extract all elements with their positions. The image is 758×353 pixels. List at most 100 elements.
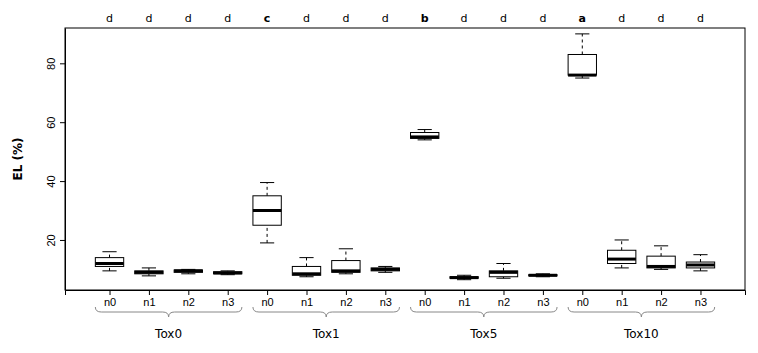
- box-plot: [489, 264, 517, 279]
- lower-cap: [260, 242, 274, 243]
- box: [332, 261, 360, 273]
- group-bracket: [253, 307, 400, 317]
- lower-cap: [142, 275, 156, 276]
- box-plot: [647, 246, 675, 270]
- median: [174, 269, 202, 272]
- x-tick: n3: [537, 290, 549, 308]
- x-tick-mark: [464, 290, 465, 295]
- median: [95, 262, 123, 265]
- group-label: Tox0: [154, 327, 182, 341]
- upper-cap: [221, 270, 235, 271]
- upper-cap: [102, 251, 116, 252]
- x-tick: n1: [616, 290, 628, 308]
- x-tick-label: n1: [301, 296, 313, 308]
- lower-cap: [181, 273, 195, 274]
- x-tick-mark: [228, 290, 229, 295]
- group-letter: d: [697, 12, 704, 25]
- box-plot: [253, 183, 281, 243]
- x-tick-label: n2: [340, 296, 352, 308]
- y-tick-mark: [60, 240, 65, 241]
- x-tick-mark: [425, 290, 426, 295]
- x-tick-label: n3: [380, 296, 392, 308]
- median: [135, 271, 163, 274]
- x-axis-line: [66, 291, 746, 296]
- group-letter: d: [539, 12, 546, 25]
- box: [450, 277, 478, 278]
- upper-cap: [418, 129, 432, 130]
- box-plot: [608, 240, 636, 268]
- median: [686, 263, 714, 266]
- median: [214, 271, 242, 274]
- chart: 20406080EL (%)n0n1n2n3n0n1n2n3n0n1n2n3n0…: [0, 0, 758, 353]
- lower-whisker: [621, 264, 622, 268]
- x-tick-label: n1: [143, 296, 155, 308]
- x-tick: n0: [261, 290, 273, 308]
- x-tick-label: n1: [616, 296, 628, 308]
- upper-cap: [496, 263, 510, 264]
- x-tick: n1: [143, 290, 155, 308]
- median: [489, 271, 517, 274]
- box-plot: [95, 252, 123, 271]
- group-letter: d: [618, 12, 625, 25]
- box: [686, 262, 714, 268]
- x-tick-label: n0: [419, 296, 431, 308]
- x-tick-mark: [661, 290, 662, 295]
- median: [608, 258, 636, 261]
- median: [647, 265, 675, 268]
- upper-whisker: [306, 258, 307, 267]
- x-tick: n0: [104, 290, 116, 308]
- y-axis-title: EL (%): [11, 137, 25, 180]
- x-tick-mark: [307, 290, 308, 295]
- y-axis: 20406080: [45, 29, 66, 291]
- median: [529, 274, 557, 277]
- x-tick: n2: [655, 290, 667, 308]
- x-tick: n2: [498, 290, 510, 308]
- y-tick-mark: [60, 122, 65, 123]
- group-letter: d: [106, 12, 113, 25]
- box: [174, 270, 202, 272]
- upper-whisker: [621, 240, 622, 250]
- median: [568, 74, 596, 77]
- lower-whisker: [109, 266, 110, 270]
- x-tick-mark: [700, 290, 701, 295]
- y-tick-label: 80: [45, 58, 57, 70]
- x-tick-label: n2: [498, 296, 510, 308]
- group-letter: d: [224, 12, 231, 25]
- y-tick: 80: [45, 58, 65, 70]
- group-letter: b: [421, 12, 429, 25]
- box-plot: [292, 258, 320, 277]
- lower-cap: [654, 269, 668, 270]
- x-tick-mark: [188, 290, 189, 295]
- box: [647, 256, 675, 268]
- upper-cap: [299, 257, 313, 258]
- upper-whisker: [582, 34, 583, 55]
- y-tick-mark: [60, 63, 65, 64]
- x-tick-label: n3: [222, 296, 234, 308]
- group-label: Tox5: [469, 327, 497, 341]
- x-tick: n1: [301, 290, 313, 308]
- x-tick-mark: [149, 290, 150, 295]
- box-plot: [450, 275, 478, 279]
- x-tick-mark: [582, 290, 583, 295]
- x-tick-label: n0: [261, 296, 273, 308]
- upper-whisker: [345, 249, 346, 261]
- group-letter: d: [342, 12, 349, 25]
- median: [371, 268, 399, 271]
- upper-cap: [260, 182, 274, 183]
- x-tick: n2: [340, 290, 352, 308]
- upper-whisker: [503, 264, 504, 271]
- box-plot: [332, 249, 360, 274]
- lower-cap: [378, 272, 392, 273]
- box-plot: [686, 255, 714, 271]
- box-plot: [174, 269, 202, 273]
- y-tick-mark: [60, 181, 65, 182]
- median: [292, 272, 320, 275]
- lower-cap: [102, 270, 116, 271]
- upper-cap: [457, 275, 471, 276]
- group-letter: d: [500, 12, 507, 25]
- x-tick: n3: [380, 290, 392, 308]
- group-bracket: [568, 307, 715, 317]
- x-tick: n3: [695, 290, 707, 308]
- upper-cap: [142, 267, 156, 268]
- x-tick-mark: [267, 290, 268, 295]
